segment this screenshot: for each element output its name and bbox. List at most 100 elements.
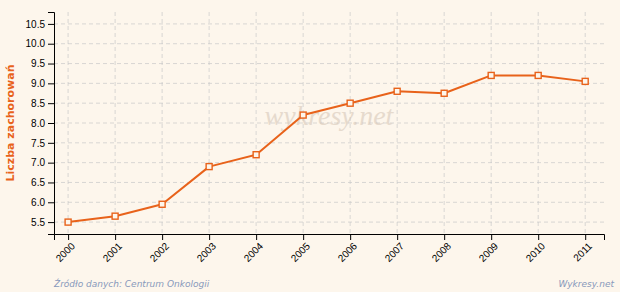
x-tick-label: 2009 <box>477 240 501 264</box>
y-tick-mark <box>48 143 54 144</box>
y-tick-label: 9.5 <box>31 58 45 69</box>
y-tick: 10.0 <box>26 38 54 49</box>
y-tick-label: 7.5 <box>31 138 45 149</box>
x-tick: 2011 <box>571 234 594 263</box>
y-tick: 9.0 <box>31 78 54 89</box>
y-tick-label: 10.5 <box>26 19 46 30</box>
y-tick-mark <box>48 24 54 25</box>
line <box>68 75 585 222</box>
grid-line <box>256 12 257 234</box>
x-tick-label: 2006 <box>336 240 360 264</box>
x-tick-mark <box>491 234 492 240</box>
marker <box>112 213 118 219</box>
marker <box>488 72 494 78</box>
footer-source: Źródło danych: Centrum Onkologii <box>53 278 210 289</box>
marker <box>347 100 353 106</box>
y-tick-mark <box>48 44 54 45</box>
marker <box>535 72 541 78</box>
grid-line <box>491 12 492 234</box>
x-axis-line <box>55 235 605 241</box>
x-tick: 2010 <box>524 234 548 264</box>
grid-line <box>54 43 604 44</box>
y-tick-mark <box>48 83 54 84</box>
x-tick-mark <box>209 234 210 240</box>
x-tick: 2006 <box>336 234 360 264</box>
grid-line <box>54 162 604 163</box>
grid-line <box>397 12 398 234</box>
grid-line <box>54 63 604 64</box>
x-tick-mark <box>538 234 539 240</box>
x-tick-label: 2008 <box>430 240 454 264</box>
grid-line <box>54 23 604 24</box>
x-tick-mark <box>162 234 163 240</box>
x-axis: 2000 2001 2002 2003 2004 2005 2006 2007 2008 2009… <box>54 234 605 264</box>
y-tick: 9.5 <box>31 58 54 69</box>
marker <box>582 78 588 84</box>
grid-line <box>115 12 116 234</box>
footer-credit: Wykresy.net <box>558 279 614 289</box>
y-axis: 5.5 6.0 6.5 7.0 7.5 8.0 8.5 9.0 9.5 10.0 10.5 <box>26 13 55 235</box>
y-tick-label: 10.0 <box>26 38 46 49</box>
x-tick-mark <box>585 234 586 240</box>
marker <box>65 219 71 225</box>
grid-line <box>444 12 445 234</box>
x-tick: 2003 <box>195 234 219 264</box>
grid-line <box>54 222 604 223</box>
x-tick-mark <box>444 234 445 240</box>
marker <box>394 88 400 94</box>
x-tick-mark <box>350 234 351 240</box>
y-tick: 7.5 <box>31 138 54 149</box>
y-tick-mark <box>48 123 54 124</box>
x-tick-label: 2010 <box>524 240 548 264</box>
x-tick-mark <box>397 234 398 240</box>
x-tick-mark <box>256 234 257 240</box>
x-tick-label: 2005 <box>289 240 313 264</box>
y-tick: 7.0 <box>31 157 54 168</box>
x-tick-label: 2004 <box>242 240 266 264</box>
marker <box>159 201 165 207</box>
y-tick-mark <box>48 163 54 164</box>
y-axis-line <box>48 13 55 235</box>
y-tick-mark <box>48 182 54 183</box>
x-tick: 2008 <box>430 234 454 264</box>
watermark: wykresy.net <box>265 100 395 131</box>
y-tick-mark <box>48 64 54 65</box>
x-tick: 2002 <box>148 234 172 264</box>
y-axis-title: Liczba zachorowań <box>4 65 17 182</box>
plot: wykresy.net20002001200220032004200520062… <box>26 12 605 264</box>
grid-line <box>538 12 539 234</box>
y-tick-label: 8.5 <box>31 98 45 109</box>
x-tick: 2001 <box>101 234 125 264</box>
x-tick: 2004 <box>242 234 266 264</box>
y-tick-label: 7.0 <box>31 157 45 168</box>
y-tick-label: 8.0 <box>31 118 45 129</box>
y-tick: 6.0 <box>31 197 54 208</box>
x-tick-label: 2003 <box>195 240 219 264</box>
x-tick-label: 2011 <box>571 240 594 263</box>
grid-line <box>54 182 604 183</box>
grid-line <box>54 202 604 203</box>
y-tick: 10.5 <box>26 19 54 30</box>
y-tick-mark <box>48 202 54 203</box>
grid-line <box>54 142 604 143</box>
y-tick-label: 5.5 <box>31 217 45 228</box>
x-tick: 2005 <box>289 234 313 264</box>
chart: wykresy.net20002001200220032004200520062… <box>0 0 620 292</box>
marker <box>441 90 447 96</box>
grid-line <box>68 12 69 234</box>
marker <box>300 112 306 118</box>
y-tick-mark <box>48 222 54 223</box>
x-tick-label: 2007 <box>383 240 407 264</box>
y-tick: 8.0 <box>31 118 54 129</box>
grid-line <box>585 12 586 234</box>
grid-line <box>209 12 210 234</box>
y-tick-mark <box>48 103 54 104</box>
x-tick: 2007 <box>383 234 407 264</box>
y-tick: 8.5 <box>31 98 54 109</box>
y-tick: 5.5 <box>31 217 54 228</box>
x-tick-mark <box>303 234 304 240</box>
x-tick: 2009 <box>477 234 501 264</box>
x-tick-label: 2000 <box>54 240 78 264</box>
y-tick: 6.5 <box>31 177 54 188</box>
x-tick-mark <box>68 234 69 240</box>
